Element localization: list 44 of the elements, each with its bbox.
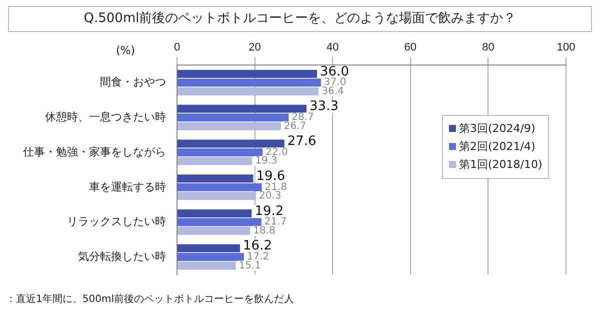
bar: [178, 148, 263, 156]
data-label: 26.7: [284, 120, 306, 132]
y-tick-label: 車を運転する時: [89, 180, 166, 194]
bar: [178, 218, 262, 226]
bar: [178, 78, 321, 87]
bar: [178, 104, 307, 113]
y-tick-label: 休憩時、一息つきたい時: [45, 110, 166, 124]
x-axis-title: (%): [116, 44, 135, 58]
data-label: 36.4: [322, 86, 344, 97]
bar: [178, 226, 250, 235]
y-tick-label: 間食・おやつ: [100, 76, 166, 89]
x-tick-label: 20: [248, 42, 261, 54]
x-tick-label: 0: [174, 42, 180, 54]
bar: [178, 244, 240, 252]
data-label: 19.6: [256, 168, 286, 184]
bar: [178, 174, 254, 183]
data-label: 18.8: [253, 225, 276, 236]
y-tick-label: 気分転換したい時: [78, 250, 166, 263]
bar: [178, 183, 262, 192]
chart-title: Q.500ml前後のペットボトルコーヒーを、どのような場面で飲みますか？: [8, 6, 592, 32]
legend-label: 第2回(2021/4): [458, 139, 536, 155]
bar: [178, 122, 281, 130]
y-tick-label: リラックスしたい時: [67, 215, 166, 228]
text: ：直近1年間に、500ml前後のペットボトルコーヒーを飲んだ人: [6, 292, 294, 306]
y-tick-label: 仕事・勉強・家事をしながら: [23, 145, 166, 158]
data-label: 15.1: [238, 260, 262, 272]
bar: [178, 209, 252, 218]
bar: [178, 192, 256, 200]
bar: [178, 87, 319, 96]
bar: [178, 157, 252, 166]
data-label: 20.3: [258, 190, 282, 202]
legend-label: 第3回(2024/9): [458, 121, 536, 137]
bar: [178, 252, 244, 261]
data-label: 27.6: [287, 134, 316, 150]
legend-label: 第1回(2018/10): [458, 157, 542, 173]
x-tick-label: 100: [556, 42, 576, 54]
bar: [178, 262, 236, 270]
x-tick-label: 60: [404, 42, 417, 54]
data-label: 19.3: [255, 156, 278, 167]
bar: [178, 113, 289, 122]
bar: [178, 70, 318, 78]
x-tick-label: 80: [482, 42, 494, 54]
bar: [178, 140, 284, 148]
x-tick-label: 40: [326, 42, 339, 54]
